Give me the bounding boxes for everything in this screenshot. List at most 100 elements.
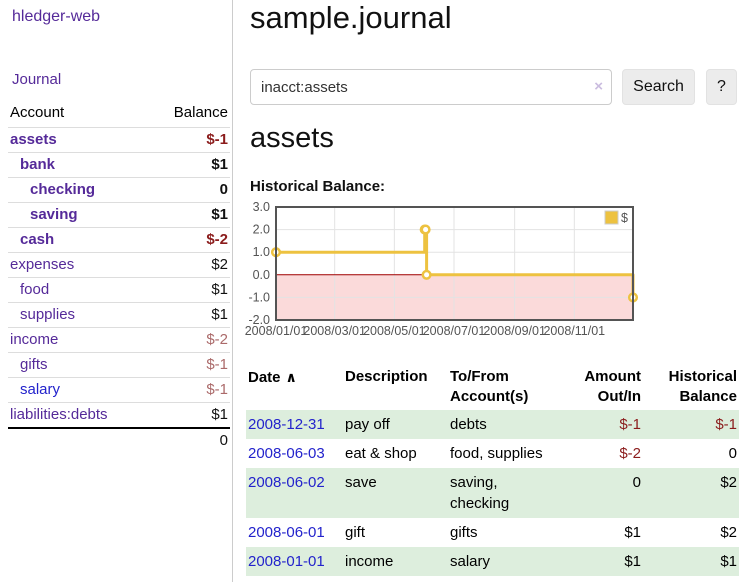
sidebar-account-link-gifts[interactable]: gifts [20,356,48,373]
transaction-description: eat & shop [345,445,417,462]
account-balance: $2 [149,252,230,278]
account-balance: $1 [149,402,230,428]
sidebar-account-link-food[interactable]: food [20,281,50,298]
account-balance: $1 [149,202,230,228]
sort-asc-icon: ∧ [285,369,297,385]
chart-title: Historical Balance: [250,178,386,195]
transaction-amount: $-1 [619,416,641,433]
transaction-accounts: saving, checking [450,474,510,512]
transaction-description: income [345,553,394,570]
search-button[interactable]: Search [622,69,695,105]
legend-label: $ [621,211,628,225]
x-tick-label: 2008/01/01 [245,324,307,338]
account-row: assets $-1 [8,127,230,153]
account-balance: $1 [149,277,230,303]
transaction-date-link[interactable]: 2008-06-03 [248,445,325,462]
register-col-description: Description [345,368,428,385]
register-col-balance: Historical Balance [668,368,737,405]
transaction-description: gift [345,524,366,541]
accounts-header-row: Account Balance [8,100,230,128]
search-input-wrap: × [250,69,612,105]
account-balance: $1 [149,302,230,328]
transaction-accounts: debts [450,416,487,433]
transaction-accounts: salary [450,553,491,570]
accounts-balance-table: Account Balance assets $-1 bank $1 checking 0… [8,100,230,453]
account-balance: $-2 [149,227,230,253]
accounts-total-row: 0 [8,427,230,453]
transaction-date-link[interactable]: 2008-12-31 [248,416,325,433]
sidebar-account-link-income[interactable]: income [10,331,59,348]
app-brand-link[interactable]: hledger-web [12,8,101,25]
account-balance: $-1 [149,127,230,153]
sidebar-account-link-assets[interactable]: assets [10,131,57,148]
transaction-accounts: gifts [450,524,478,541]
transaction-accounts: food, supplies [450,445,543,462]
account-balance: $-1 [149,377,230,403]
register-col-date[interactable]: Date ∧ [248,369,297,386]
sidebar: hledger-web Journal Account Balance asse… [0,0,233,582]
data-point-marker [421,269,432,280]
data-point-marker [420,224,431,235]
y-tick-label: 0.0 [253,268,270,282]
transaction-row: 2008-06-01 gift gifts $1 $2 [246,518,739,547]
register-header-row: Date ∧ Description To/From Account(s) Amo… [246,364,739,410]
search-input[interactable] [250,69,612,105]
sidebar-account-link-bank[interactable]: bank [20,156,56,173]
transaction-balance: $-1 [715,416,737,433]
accounts-col-balance: Balance [173,104,228,121]
account-row: gifts $-1 [8,352,230,378]
transaction-amount: $-2 [619,445,641,462]
account-row: liabilities:debts $1 [8,402,230,428]
account-balance: $-1 [149,352,230,378]
x-tick-label: 2008/03/01 [303,324,366,338]
x-tick-label: 2008/05/01 [363,324,426,338]
account-row: supplies $1 [8,302,230,328]
account-row: bank $1 [8,152,230,178]
sidebar-account-link-cash[interactable]: cash [20,231,55,248]
sidebar-account-link-liabilities-debts[interactable]: liabilities:debts [10,406,108,423]
y-tick-label: 3.0 [253,200,270,214]
x-tick-label: 2008/09/01 [483,324,546,338]
y-tick-label: 1.0 [253,245,270,259]
sidebar-item-journal[interactable]: Journal [12,71,62,88]
register-col-accounts: To/From Account(s) [450,368,529,405]
account-title: assets [250,122,334,154]
account-balance: $-2 [149,327,230,353]
account-row: expenses $2 [8,252,230,278]
account-row: food $1 [8,277,230,303]
transaction-row: 2008-12-31 pay off debts $-1 $-1 [246,410,739,439]
transaction-amount: $1 [624,553,641,570]
transaction-date-link[interactable]: 2008-01-01 [248,553,325,570]
sidebar-account-link-salary[interactable]: salary [20,381,61,398]
accounts-col-account: Account [10,104,65,121]
account-row: cash $-2 [8,227,230,253]
transaction-row: 2008-01-01 income salary $1 $1 [246,547,739,576]
accounts-total-value: 0 [149,427,230,453]
transaction-balance: 0 [728,445,737,462]
sidebar-account-link-expenses[interactable]: expenses [10,256,75,273]
transaction-date-link[interactable]: 2008-06-01 [248,524,325,541]
search-form: × Search ? [250,69,737,105]
sidebar-account-link-saving[interactable]: saving [30,206,78,223]
x-tick-label: 2008/11/01 [543,324,605,338]
account-row: income $-2 [8,327,230,353]
sidebar-account-link-checking[interactable]: checking [30,181,96,198]
clear-search-icon[interactable]: × [594,78,603,95]
help-button[interactable]: ? [706,69,737,105]
register-table: Date ∧ Description To/From Account(s) Amo… [246,364,739,576]
transaction-amount: 0 [632,474,641,491]
transaction-row: 2008-06-03 eat & shop food, supplies $-2 0 [246,439,739,468]
plot-border [275,206,634,321]
transaction-balance: $2 [720,474,737,491]
historical-balance-chart: 3.0 2.0 1.0 0.0 -1.0 -2.02008/01/012008/03/01… [245,200,639,338]
sidebar-account-link-supplies[interactable]: supplies [20,306,76,323]
transaction-description: save [345,474,377,491]
transaction-date-link[interactable]: 2008-06-02 [248,474,325,491]
y-tick-label: -2.0 [248,313,270,327]
account-balance: $1 [149,152,230,178]
y-tick-label: 2.0 [253,223,270,237]
account-row: checking 0 [8,177,230,203]
account-row: salary $-1 [8,377,230,403]
transaction-description: pay off [345,416,390,433]
y-tick-label: -1.0 [248,290,270,304]
